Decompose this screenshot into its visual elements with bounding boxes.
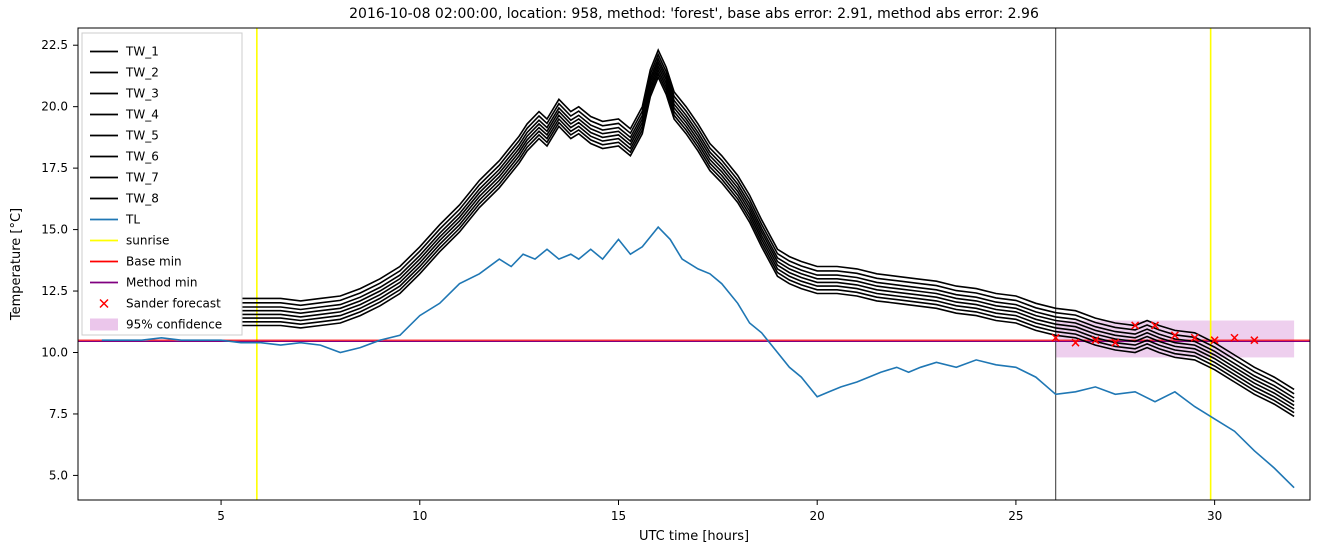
y-tick-label: 5.0: [49, 468, 68, 482]
plot-area: [78, 28, 1310, 500]
legend: TW_1 TW_2 TW_3 TW_4 TW_5 TW_6 TW_7 TW_8 TL sunris…: [82, 33, 242, 335]
legend-label: TW_3: [125, 87, 159, 101]
y-tick-label: 12.5: [41, 284, 68, 298]
legend-label: Method min: [126, 276, 197, 290]
legend-box: [82, 33, 242, 335]
legend-label: Sander forecast: [126, 297, 221, 311]
legend-label: sunrise: [126, 234, 169, 248]
legend-label: Base min: [126, 255, 182, 269]
y-axis-label: Temperature [°C]: [9, 208, 24, 321]
legend-label: TW_4: [125, 108, 159, 122]
legend-label: TW_1: [125, 45, 159, 59]
x-tick-label: 10: [412, 509, 427, 523]
legend-label: TW_2: [125, 66, 159, 80]
legend-label: 95% confidence: [126, 318, 222, 332]
x-tick-label: 20: [810, 509, 825, 523]
legend-label: TW_7: [125, 171, 159, 185]
y-tick-label: 20.0: [41, 100, 68, 114]
x-tick-label: 25: [1008, 509, 1023, 523]
x-tick-label: 15: [611, 509, 626, 523]
chart-container: 2016-10-08 02:00:00, location: 958, meth…: [0, 0, 1324, 547]
legend-label: TW_8: [125, 192, 159, 206]
y-tick-label: 10.0: [41, 346, 68, 360]
chart-svg: 2016-10-08 02:00:00, location: 958, meth…: [0, 0, 1324, 547]
x-tick-label: 30: [1207, 509, 1222, 523]
y-tick-label: 7.5: [49, 407, 68, 421]
x-axis-label: UTC time [hours]: [639, 529, 749, 544]
legend-label: TL: [125, 213, 140, 227]
x-tick-label: 5: [217, 509, 225, 523]
y-tick-label: 17.5: [41, 161, 68, 175]
chart-title: 2016-10-08 02:00:00, location: 958, meth…: [349, 6, 1039, 22]
y-tick-label: 15.0: [41, 223, 68, 237]
y-tick-label: 22.5: [41, 38, 68, 52]
legend-label: TW_5: [125, 129, 159, 143]
legend-label: TW_6: [125, 150, 159, 164]
legend-swatch: [90, 319, 118, 331]
